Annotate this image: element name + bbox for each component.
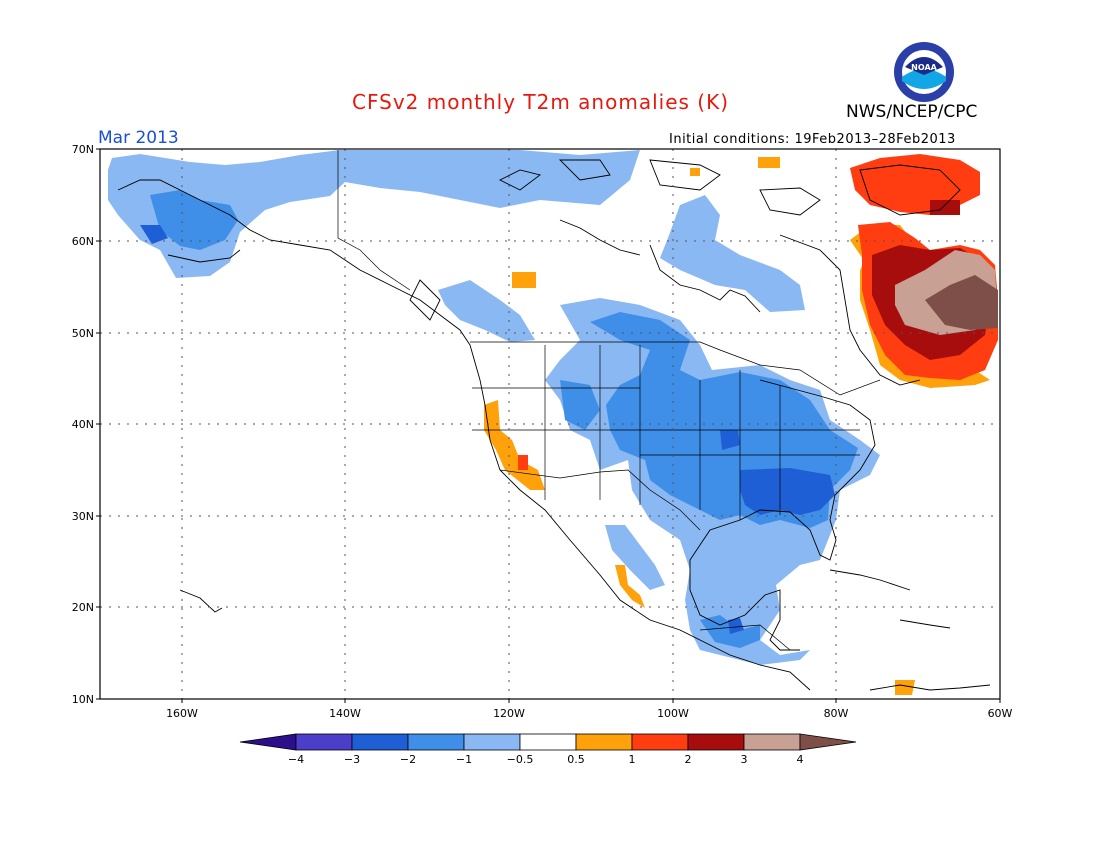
- colorbar-label: 0.5: [567, 753, 585, 766]
- colorbar-label: −3: [344, 753, 360, 766]
- lon-tick-label: 60W: [988, 707, 1013, 720]
- graticule: [100, 149, 1000, 699]
- lat-tick-label: 10N: [72, 693, 94, 706]
- coastlines: [117, 159, 991, 691]
- noaa-logo: NOAA: [894, 42, 954, 102]
- lat-tick-label: 40N: [72, 418, 94, 431]
- initial-conditions: Initial conditions: 19Feb2013–28Feb2013: [669, 132, 956, 147]
- lon-tick-label: 100W: [657, 707, 689, 720]
- colorbar-bin: [351, 733, 409, 751]
- colorbar-label: −0.5: [507, 753, 534, 766]
- colorbar-bin: [687, 733, 745, 751]
- lon-tick-label: 140W: [329, 707, 361, 720]
- colorbar-label: 3: [741, 753, 748, 766]
- anomaly-field: [108, 150, 998, 695]
- colorbar-bin: [463, 733, 521, 751]
- lat-tick-label: 70N: [72, 143, 94, 156]
- colorbar-label: −2: [400, 753, 416, 766]
- colorbar-bin: [407, 733, 465, 751]
- forecast-month: Mar 2013: [98, 128, 179, 148]
- noaa-logo-text: NOAA: [911, 63, 937, 72]
- colorbar-bin: [519, 733, 577, 751]
- colorbar-bin: [575, 733, 633, 751]
- borders: [337, 150, 881, 651]
- colorbar-label: 2: [685, 753, 692, 766]
- lon-tick-labels: 160W 140W 120W 100W 80W 60W: [166, 707, 1012, 720]
- colorbar-label: 4: [797, 753, 804, 766]
- axis-ticks: [96, 148, 1001, 703]
- lon-tick-label: 120W: [493, 707, 525, 720]
- record-hot-region: [925, 275, 998, 330]
- colorbar-bin: [295, 733, 353, 751]
- lat-tick-label: 20N: [72, 601, 94, 614]
- lat-tick-label: 50N: [72, 327, 94, 340]
- colorbar-labels: −4 −3 −2 −1 −0.5 0.5 1 2 3 4: [288, 753, 804, 766]
- colorbar-label: 1: [629, 753, 636, 766]
- lon-tick-label: 80W: [824, 707, 849, 720]
- colorbar-label: −4: [288, 753, 304, 766]
- very-cold-region: [140, 225, 835, 634]
- colorbar-bin: [631, 733, 689, 751]
- lat-tick-label: 30N: [72, 510, 94, 523]
- colorbar-bin: [743, 733, 801, 751]
- colorbar-bin: [239, 733, 297, 751]
- lat-tick-labels: 70N 60N 50N 40N 30N 20N 10N: [72, 143, 94, 706]
- lat-tick-label: 60N: [72, 235, 94, 248]
- colorbar-label: −1: [456, 753, 472, 766]
- colorbar: [239, 733, 857, 751]
- map-title: CFSv2 monthly T2m anomalies (K): [352, 90, 729, 114]
- lon-tick-label: 160W: [166, 707, 198, 720]
- colorbar-bin: [799, 733, 857, 751]
- agency-label: NWS/NCEP/CPC: [846, 102, 978, 122]
